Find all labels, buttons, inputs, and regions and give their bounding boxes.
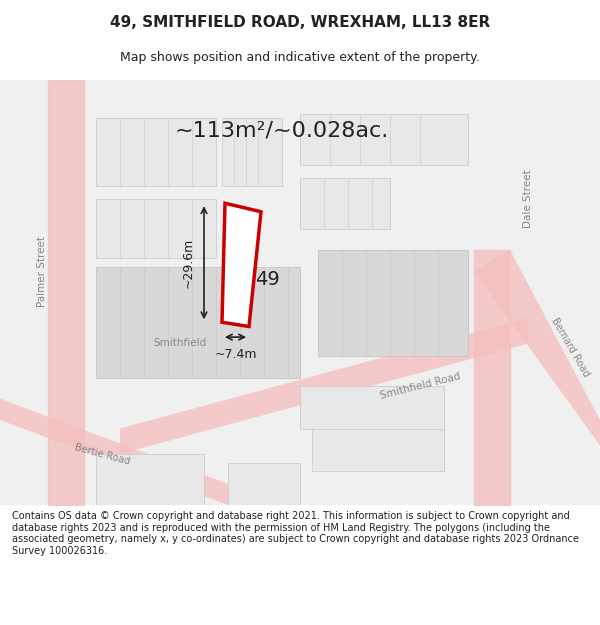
Text: 49, SMITHFIELD ROAD, WREXHAM, LL13 8ER: 49, SMITHFIELD ROAD, WREXHAM, LL13 8ER xyxy=(110,15,490,30)
Text: Smithfield Road: Smithfield Road xyxy=(379,371,461,401)
Bar xyxy=(96,199,216,259)
Text: 49: 49 xyxy=(254,270,280,289)
Text: Bernard Road: Bernard Road xyxy=(549,316,591,379)
Text: ~113m²/~0.028ac.: ~113m²/~0.028ac. xyxy=(175,121,389,141)
Bar xyxy=(96,454,204,505)
Bar xyxy=(300,386,444,429)
Bar xyxy=(96,118,216,186)
Text: ~7.4m: ~7.4m xyxy=(214,348,257,361)
Polygon shape xyxy=(222,203,261,326)
Text: ~29.6m: ~29.6m xyxy=(182,238,195,288)
Bar xyxy=(222,118,282,186)
Text: Smithfield: Smithfield xyxy=(154,339,206,349)
Polygon shape xyxy=(474,250,600,446)
Polygon shape xyxy=(96,267,300,378)
Text: Contains OS data © Crown copyright and database right 2021. This information is : Contains OS data © Crown copyright and d… xyxy=(12,511,579,556)
Text: Bertie Road: Bertie Road xyxy=(73,442,131,466)
Text: Map shows position and indicative extent of the property.: Map shows position and indicative extent… xyxy=(120,51,480,64)
Polygon shape xyxy=(318,250,468,356)
Text: Dale Street: Dale Street xyxy=(523,169,533,228)
Bar xyxy=(300,114,468,165)
Bar xyxy=(228,462,300,505)
Bar xyxy=(312,420,444,471)
Polygon shape xyxy=(120,318,528,454)
Text: Palmer Street: Palmer Street xyxy=(37,236,47,307)
Bar xyxy=(300,177,390,229)
Polygon shape xyxy=(0,399,228,505)
